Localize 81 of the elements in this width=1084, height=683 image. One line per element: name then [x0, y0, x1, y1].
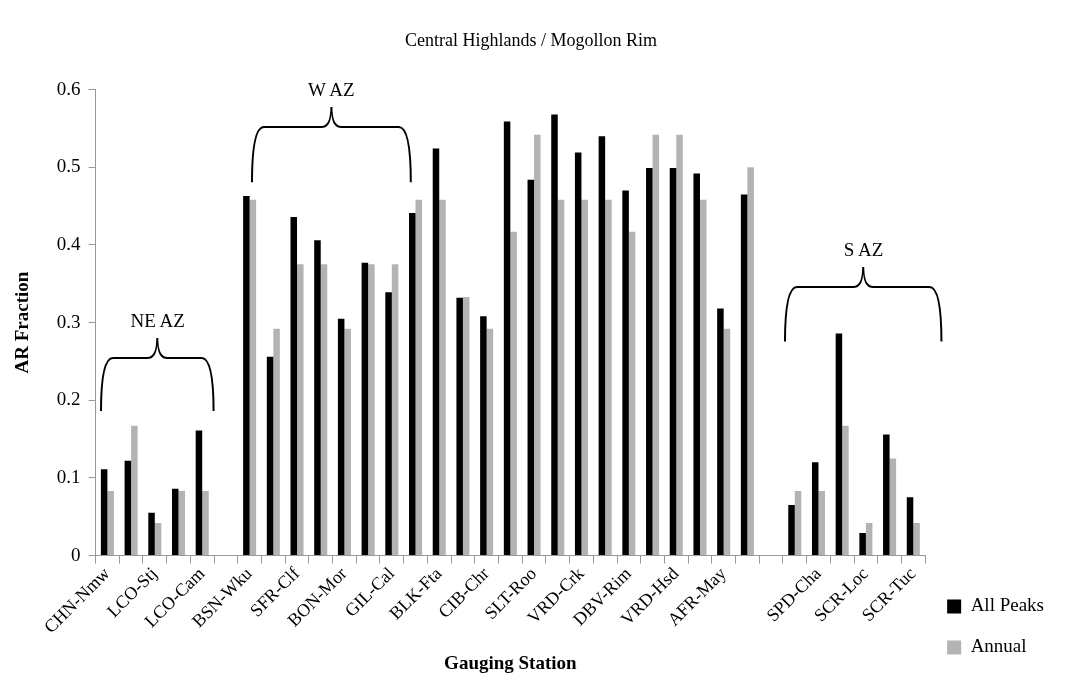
- bar: [865, 522, 873, 556]
- bar: [480, 316, 487, 556]
- bar: [889, 458, 897, 556]
- bar: [314, 240, 321, 556]
- bar: [503, 121, 511, 556]
- bar: [290, 216, 298, 556]
- bar: [456, 297, 463, 556]
- bar: [148, 512, 155, 556]
- y-tick-label: 0.2: [56, 388, 81, 410]
- bar: [320, 264, 328, 556]
- bar: [740, 194, 748, 556]
- bar: [439, 199, 446, 556]
- bar: [913, 522, 920, 556]
- bar: [693, 173, 700, 556]
- bar: [486, 328, 494, 556]
- y-tick-label: 0.6: [56, 77, 81, 99]
- y-tick-label: 0: [71, 543, 81, 565]
- y-axis-title: AR Fraction: [11, 271, 33, 374]
- bar: [581, 199, 588, 556]
- bar: [107, 491, 114, 556]
- bar: [297, 264, 304, 556]
- bar: [249, 199, 257, 556]
- bar: [534, 134, 541, 556]
- bar: [266, 356, 274, 556]
- bar: [794, 491, 802, 556]
- bar: [171, 488, 179, 556]
- bar: [385, 292, 392, 556]
- chart-title: Central Highlands / Mogollon Rim: [405, 29, 657, 50]
- bar: [723, 328, 731, 556]
- bar: [699, 199, 707, 556]
- bar: [628, 231, 636, 556]
- bar: [154, 522, 162, 556]
- annotation: NE AZ: [130, 310, 185, 333]
- bar: [605, 199, 612, 556]
- y-tick-label: 0.4: [56, 232, 82, 254]
- bar: [557, 199, 565, 556]
- y-tick-label: 0.5: [56, 155, 81, 177]
- bar: [391, 264, 399, 556]
- bar: [842, 425, 849, 556]
- bar: [432, 148, 440, 556]
- bar: [652, 134, 660, 556]
- y-tick-label: 0.3: [56, 310, 81, 332]
- bar: [178, 491, 186, 556]
- bar: [646, 168, 653, 556]
- annotation: S AZ: [843, 238, 884, 261]
- bar: [788, 505, 795, 556]
- bar: [676, 134, 683, 556]
- x-axis-title: Gauging Station: [444, 651, 578, 673]
- bar: [344, 328, 351, 556]
- bar: [906, 497, 914, 556]
- legend-label: All Peaks: [970, 594, 1044, 616]
- bar: [574, 152, 582, 556]
- bar: [361, 262, 369, 556]
- y-tick-label: 0.1: [56, 465, 81, 487]
- annotation: W AZ: [308, 78, 355, 101]
- bar: [835, 333, 843, 556]
- bar: [409, 213, 416, 556]
- bar: [131, 425, 138, 556]
- bar: [124, 460, 132, 556]
- bar: [669, 168, 677, 556]
- bar: [243, 195, 250, 556]
- bar: [859, 533, 866, 556]
- bar: [622, 190, 629, 556]
- bar: [462, 296, 470, 556]
- bar: [100, 469, 108, 556]
- bar: [195, 430, 203, 556]
- bar: [818, 491, 825, 556]
- bar: [883, 434, 890, 556]
- bar: [368, 264, 375, 556]
- bar: [273, 328, 280, 556]
- bar: [747, 167, 754, 556]
- bar: [527, 179, 535, 556]
- bar: [717, 308, 724, 556]
- bar: [811, 462, 819, 556]
- legend-label: Annual: [970, 635, 1027, 657]
- bar: [551, 114, 558, 556]
- bar: [510, 231, 517, 556]
- bar: [202, 491, 209, 556]
- bar: [415, 199, 423, 556]
- bar: [598, 136, 606, 556]
- bar: [337, 318, 345, 556]
